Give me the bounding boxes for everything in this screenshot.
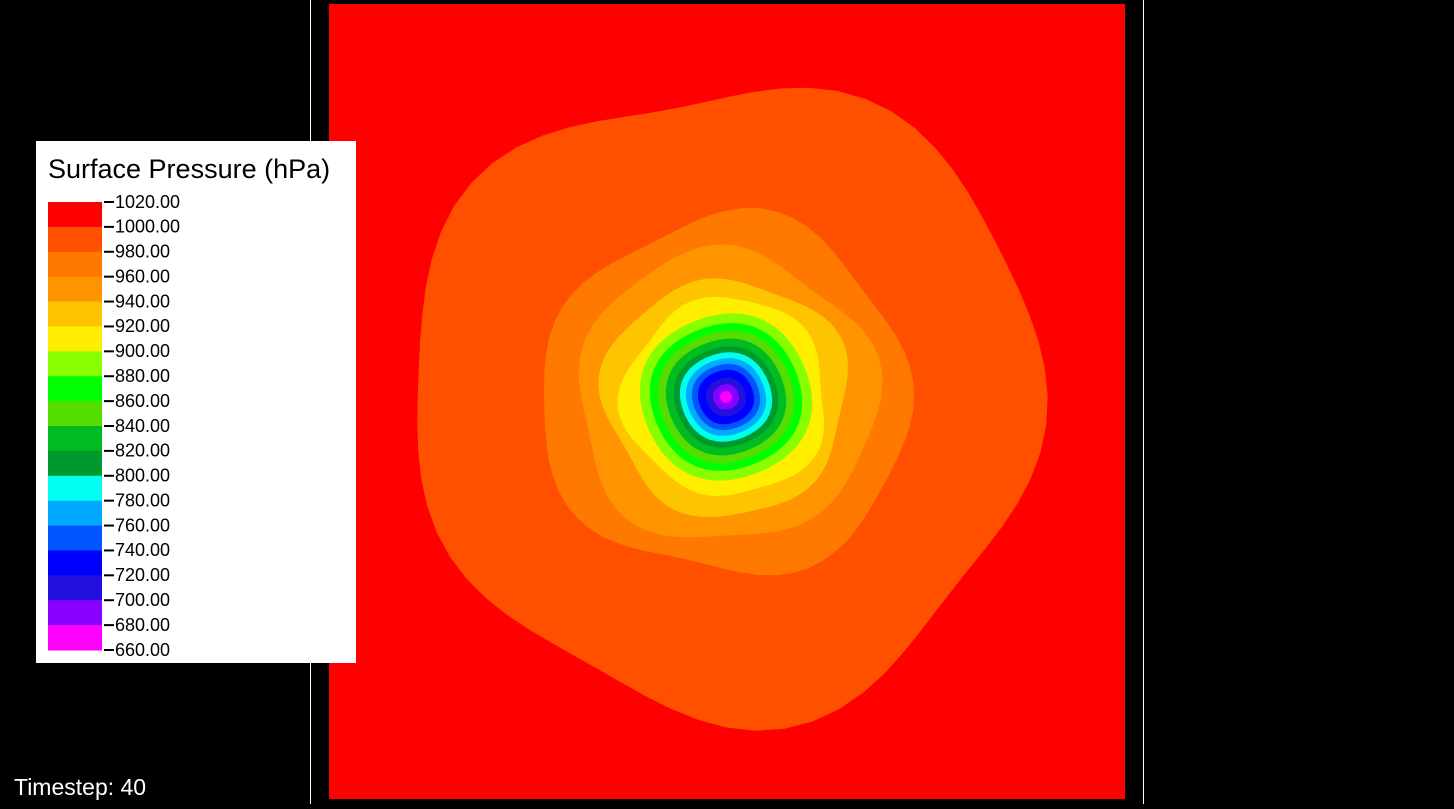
- legend-label: 780.00: [115, 490, 170, 510]
- legend-swatch: [48, 351, 102, 377]
- legend-swatch: [48, 525, 102, 551]
- legend-swatch: [48, 251, 102, 278]
- legend-label: 800.00: [115, 466, 170, 486]
- legend-label: 880.00: [115, 366, 170, 386]
- legend-swatch: [48, 450, 102, 477]
- legend-swatch: [48, 426, 102, 452]
- legend-swatch: [48, 276, 102, 303]
- legend-swatch: [48, 625, 102, 651]
- legend-swatch: [48, 475, 102, 502]
- legend-label: 1000.00: [115, 217, 180, 237]
- legend-swatch: [48, 226, 102, 253]
- legend-label: 940.00: [115, 291, 170, 311]
- legend-label: 1020.00: [115, 192, 180, 212]
- legend-swatch: [48, 575, 102, 601]
- legend-swatch: [48, 600, 102, 626]
- legend-swatch: [48, 202, 102, 228]
- legend-label: 860.00: [115, 391, 170, 411]
- legend-swatch: [48, 401, 102, 427]
- legend-label: 680.00: [115, 615, 170, 635]
- legend-label: 760.00: [115, 515, 170, 535]
- legend-swatch: [48, 376, 102, 402]
- legend-label: 840.00: [115, 416, 170, 436]
- timestep-label: Timestep: 40: [14, 774, 146, 800]
- legend-swatch: [48, 326, 102, 352]
- legend-title: Surface Pressure (hPa): [48, 154, 330, 184]
- contour-band: [720, 391, 732, 403]
- legend-label: 920.00: [115, 316, 170, 336]
- legend-label: 700.00: [115, 590, 170, 610]
- legend-label: 820.00: [115, 441, 170, 461]
- legend-label: 960.00: [115, 266, 170, 286]
- legend-label: 900.00: [115, 341, 170, 361]
- legend-swatch: [48, 500, 102, 527]
- legend-label: 720.00: [115, 565, 170, 585]
- legend-label: 980.00: [115, 242, 170, 262]
- legend-label: 740.00: [115, 540, 170, 560]
- legend-swatch: [48, 550, 102, 576]
- legend-swatch: [48, 301, 102, 327]
- contour-plot: [329, 4, 1125, 799]
- legend-label: 660.00: [115, 640, 170, 660]
- legend: 1020.00 1000.00 980.00 960.00 940.00 920.00 90…: [48, 192, 180, 660]
